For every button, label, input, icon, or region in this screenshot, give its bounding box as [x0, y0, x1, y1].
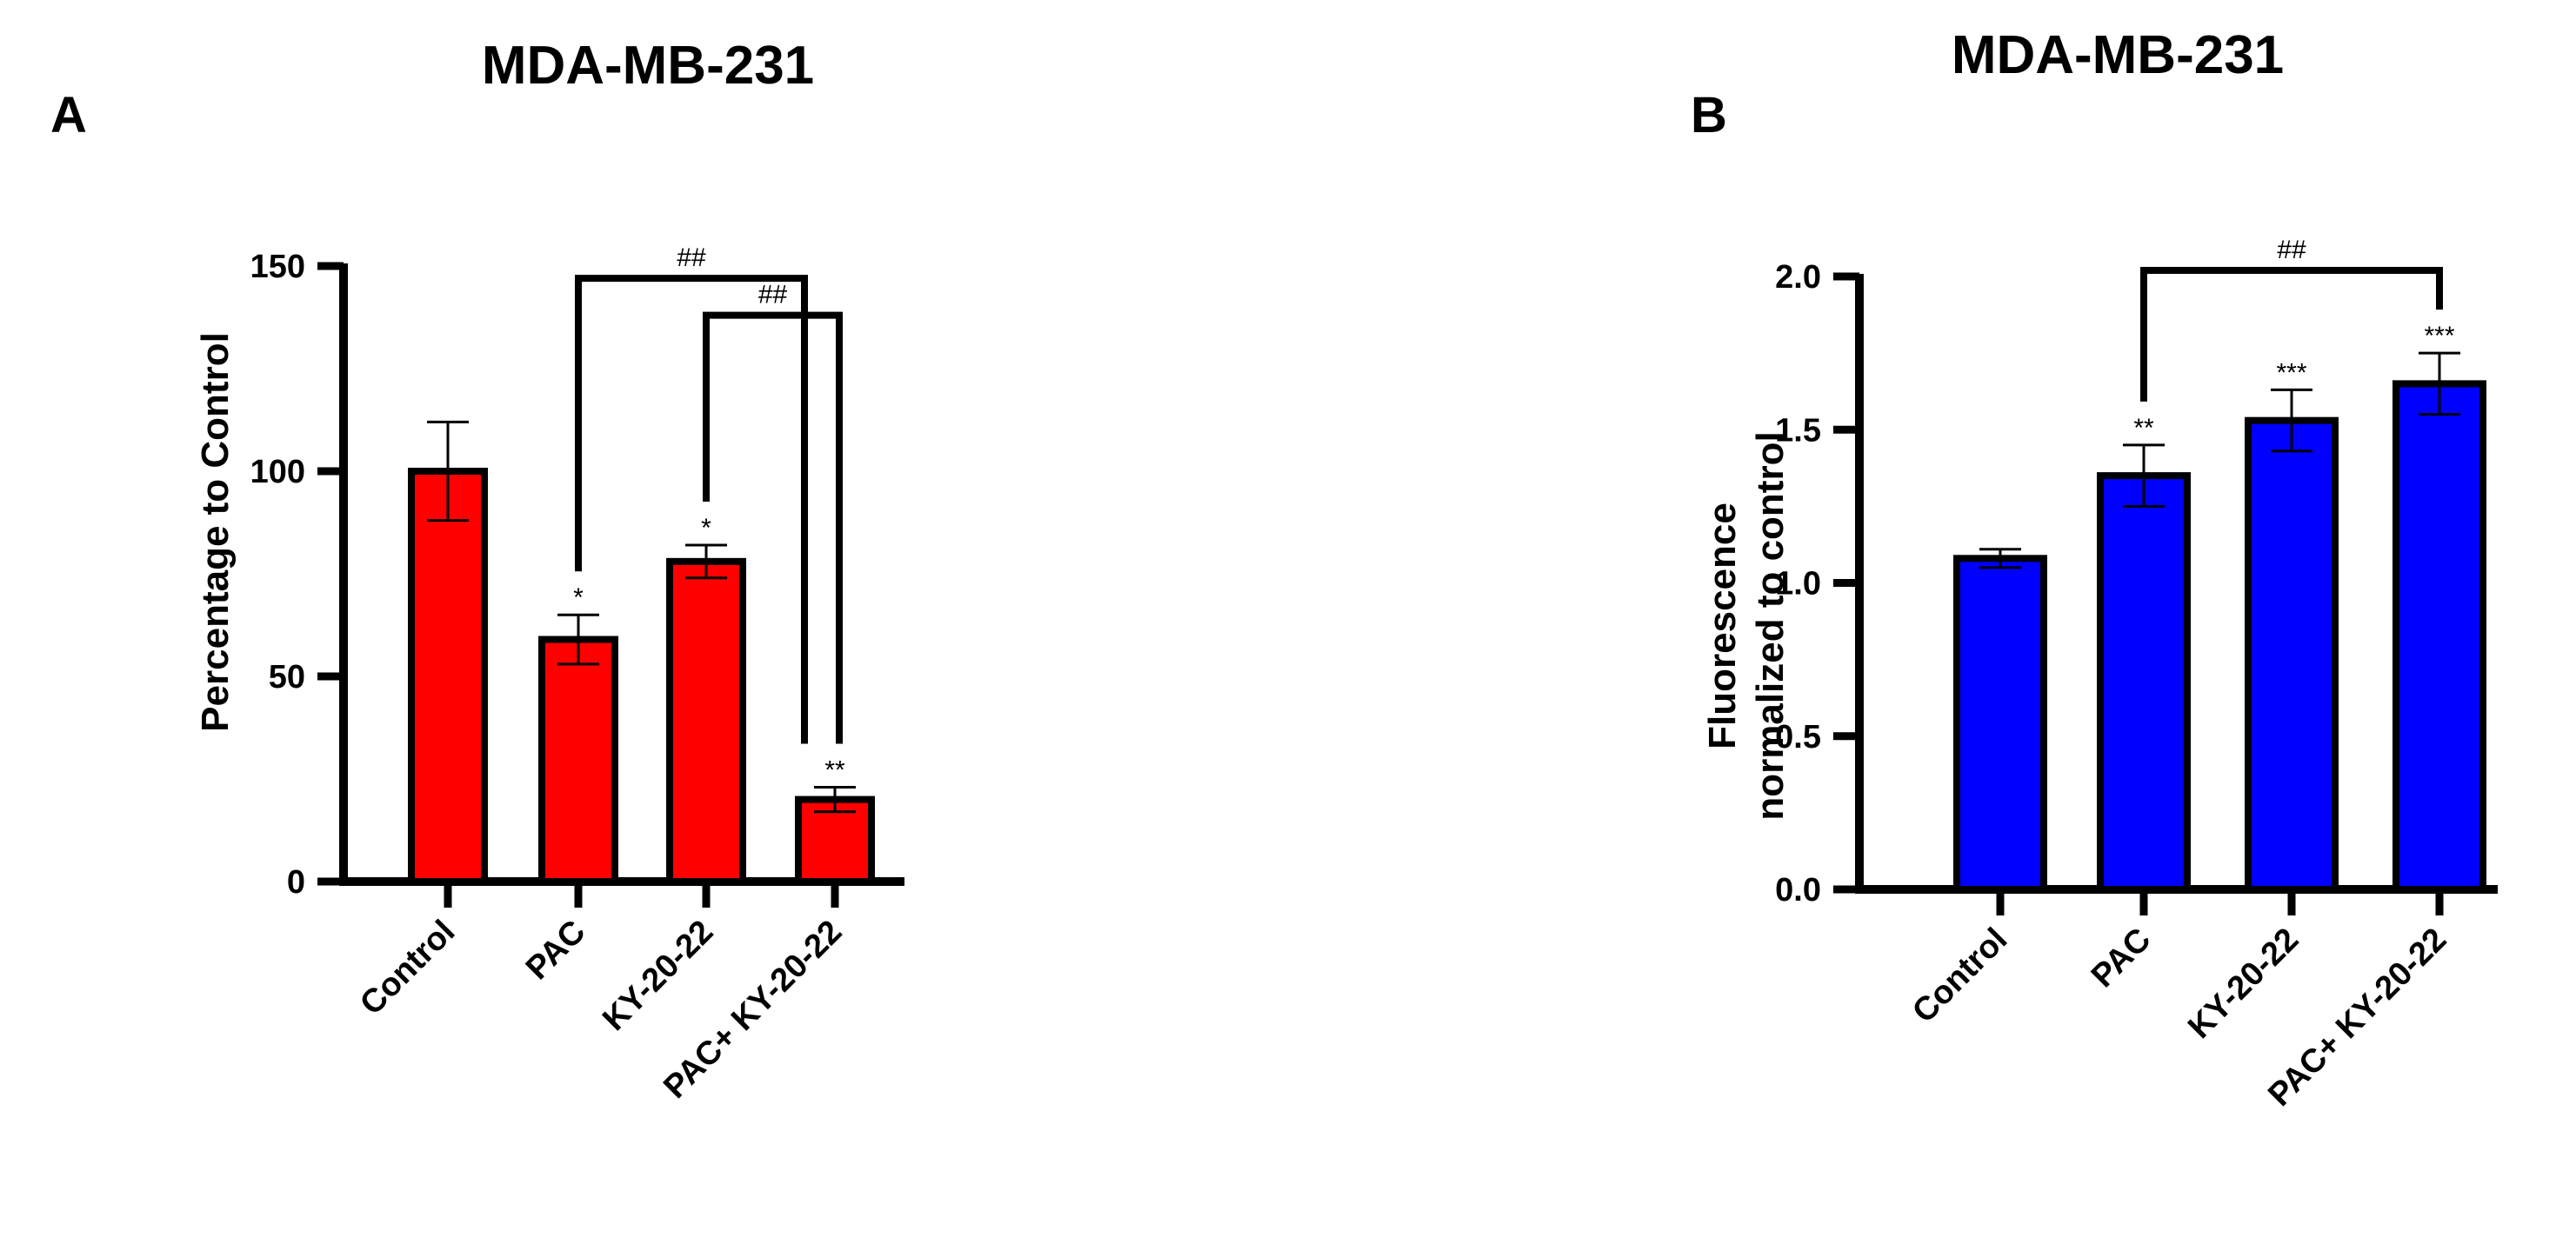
panel-a-significance-bracket: [703, 311, 843, 744]
panel-a-title: MDA-MB-231: [482, 36, 814, 96]
panel-b-y-tick-label: 2.0: [1775, 259, 1821, 296]
panel-b-y-tick-label: 1.0: [1775, 566, 1821, 602]
panel-a-category-label: KY-20-22: [596, 914, 720, 1038]
panel-b-bar: [2392, 380, 2486, 893]
panel-a-category-label: PAC: [519, 914, 592, 987]
panel-a-significance-label: *: [573, 583, 584, 612]
panel-b-significance-label: **: [2133, 414, 2154, 443]
panel-a-bar: [408, 468, 488, 885]
panel-a-significance-bracket: [575, 275, 808, 744]
panel-a-significance-label: **: [824, 755, 845, 784]
panel-b-y-tick-label: 0.0: [1775, 872, 1821, 909]
panel-a-bracket-label: ##: [758, 281, 788, 310]
panel-b-significance-label: ***: [2276, 358, 2306, 387]
panel-b-ylabel-line1: Fluorescence: [1701, 503, 1744, 749]
panel-a-bar: [538, 636, 618, 886]
panel-a-y-tick-label: 0: [287, 864, 305, 901]
panel-a-y-tick-label: 100: [250, 454, 305, 490]
panel-a-significance-label: *: [701, 514, 711, 542]
panel-b-y-tick-label: 0.5: [1775, 719, 1821, 755]
panel-b-category-label: PAC: [2085, 922, 2158, 995]
panel-a-y-tick-label: 150: [250, 249, 305, 285]
panel-b-ylabel-line2: normalized to control: [1749, 431, 1792, 820]
panel-b-category-label: KY-20-22: [2181, 922, 2306, 1046]
panel-b-significance-label: ***: [2424, 322, 2454, 350]
panel-b-bracket-label: ##: [2277, 236, 2306, 264]
panel-b-y-tick-label: 1.5: [1775, 412, 1821, 449]
panel-b-bar: [1953, 555, 2047, 893]
panel-a-category-label: Control: [353, 914, 462, 1022]
panel-a-letter: A: [50, 87, 87, 143]
panel-a-y-tick-label: 50: [269, 659, 305, 696]
panel-b-title: MDA-MB-231: [1952, 25, 2284, 85]
panel-a-bar: [666, 557, 746, 886]
panel-a-ylabel: Percentage to Control: [194, 332, 237, 732]
panel-b-letter: B: [1691, 87, 1727, 143]
panel-b-significance-bracket: [2140, 266, 2443, 402]
panel-b-bar: [2097, 472, 2191, 893]
panel-b-bar: [2245, 416, 2339, 893]
panel-a-bracket-label: ##: [677, 243, 706, 272]
panel-b-category-label: Control: [1905, 922, 2014, 1030]
